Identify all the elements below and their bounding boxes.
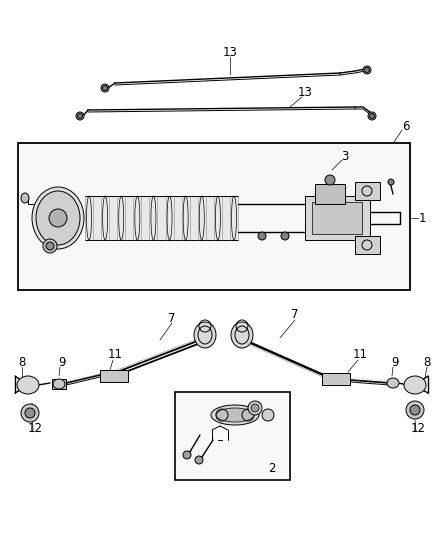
Ellipse shape	[32, 187, 84, 249]
Bar	[322, 373, 350, 385]
Circle shape	[248, 401, 262, 415]
Text: 13: 13	[223, 45, 237, 59]
Circle shape	[325, 175, 335, 185]
Bar	[315, 184, 345, 204]
Circle shape	[251, 404, 259, 412]
Bar	[305, 196, 370, 240]
Ellipse shape	[211, 405, 259, 425]
Text: 12: 12	[410, 422, 425, 434]
Ellipse shape	[102, 85, 107, 91]
Ellipse shape	[78, 114, 82, 118]
Circle shape	[21, 404, 39, 422]
Ellipse shape	[370, 114, 374, 118]
Ellipse shape	[53, 379, 65, 389]
Text: 11: 11	[107, 349, 123, 361]
Text: 7: 7	[168, 311, 176, 325]
Ellipse shape	[76, 112, 84, 120]
Circle shape	[195, 456, 203, 464]
Ellipse shape	[404, 376, 426, 394]
Ellipse shape	[194, 322, 216, 348]
Circle shape	[25, 408, 35, 418]
Ellipse shape	[49, 209, 67, 227]
Bar	[355, 182, 380, 200]
Bar	[355, 236, 380, 254]
Text: 8: 8	[18, 356, 26, 368]
Ellipse shape	[21, 193, 29, 203]
Circle shape	[410, 405, 420, 415]
Text: 9: 9	[58, 356, 66, 368]
Circle shape	[281, 232, 289, 240]
Text: 1: 1	[418, 212, 426, 224]
Circle shape	[262, 409, 274, 421]
Bar	[175, 392, 290, 480]
Text: 9: 9	[391, 356, 399, 368]
Ellipse shape	[387, 378, 399, 388]
Circle shape	[258, 232, 266, 240]
Text: 2: 2	[268, 462, 276, 474]
Bar	[312, 202, 362, 234]
Text: 6: 6	[402, 119, 410, 133]
Text: 3: 3	[341, 149, 349, 163]
Circle shape	[388, 179, 394, 185]
Ellipse shape	[368, 112, 376, 120]
Ellipse shape	[17, 376, 39, 394]
Ellipse shape	[101, 84, 109, 92]
Circle shape	[406, 401, 424, 419]
Text: 13: 13	[297, 86, 312, 100]
Bar	[52, 379, 66, 389]
Bar	[100, 370, 128, 382]
Bar	[85, 196, 238, 240]
Text: 12: 12	[28, 422, 42, 434]
Circle shape	[46, 242, 54, 250]
Ellipse shape	[216, 408, 254, 422]
Circle shape	[43, 239, 57, 253]
Bar	[18, 143, 410, 290]
Text: 7: 7	[291, 309, 299, 321]
Ellipse shape	[364, 68, 370, 72]
Text: 11: 11	[353, 349, 367, 361]
Text: 8: 8	[423, 356, 431, 368]
Ellipse shape	[363, 66, 371, 74]
Ellipse shape	[231, 322, 253, 348]
Circle shape	[183, 451, 191, 459]
Ellipse shape	[36, 191, 80, 245]
